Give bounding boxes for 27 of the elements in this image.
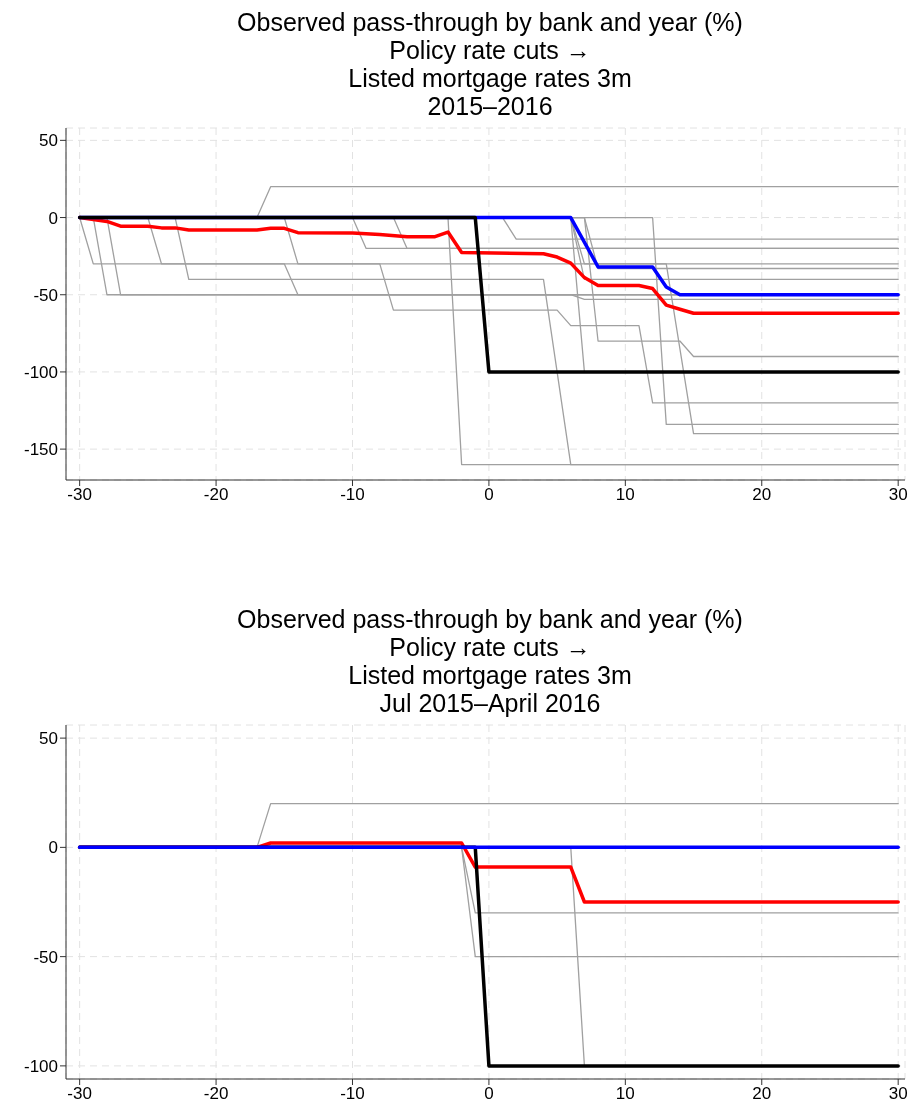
- x-tick-label: 10: [615, 485, 635, 505]
- x-tick-label: -30: [67, 485, 92, 505]
- x-tick-label: 0: [484, 485, 494, 505]
- chart-subtitle: Policy rate cuts → Listed mortgage rates 3m Jul 2015–April 2016: [347, 633, 633, 717]
- chart-title: Observed pass-through by bank and year (%): [236, 605, 744, 633]
- x-tick-label: -10: [340, 1084, 365, 1104]
- y-tick-label: -100: [23, 1056, 58, 1076]
- x-tick-label: 20: [752, 1084, 772, 1104]
- x-tick-label: -10: [340, 485, 365, 505]
- y-tick-label: 50: [39, 131, 58, 151]
- y-tick-label: 0: [48, 838, 58, 858]
- y-tick-label: 0: [48, 208, 58, 228]
- x-tick-label: 0: [484, 1084, 494, 1104]
- x-tick-label: 10: [615, 1084, 635, 1104]
- y-tick-label: -100: [23, 362, 58, 382]
- x-tick-label: 30: [888, 1084, 908, 1104]
- y-tick-label: 50: [39, 729, 58, 749]
- x-tick-label: 20: [752, 485, 772, 505]
- x-tick-label: -30: [67, 1084, 92, 1104]
- y-tick-label: -50: [33, 947, 58, 967]
- y-tick-label: -150: [23, 440, 58, 460]
- x-tick-label: 30: [888, 485, 908, 505]
- chart-title: Observed pass-through by bank and year (%): [236, 8, 744, 36]
- y-tick-label: -50: [33, 285, 58, 305]
- x-tick-label: -20: [203, 1084, 229, 1104]
- chart-subtitle: Policy rate cuts → Listed mortgage rates 3m 2015–2016: [347, 36, 633, 120]
- x-tick-label: -20: [203, 485, 229, 505]
